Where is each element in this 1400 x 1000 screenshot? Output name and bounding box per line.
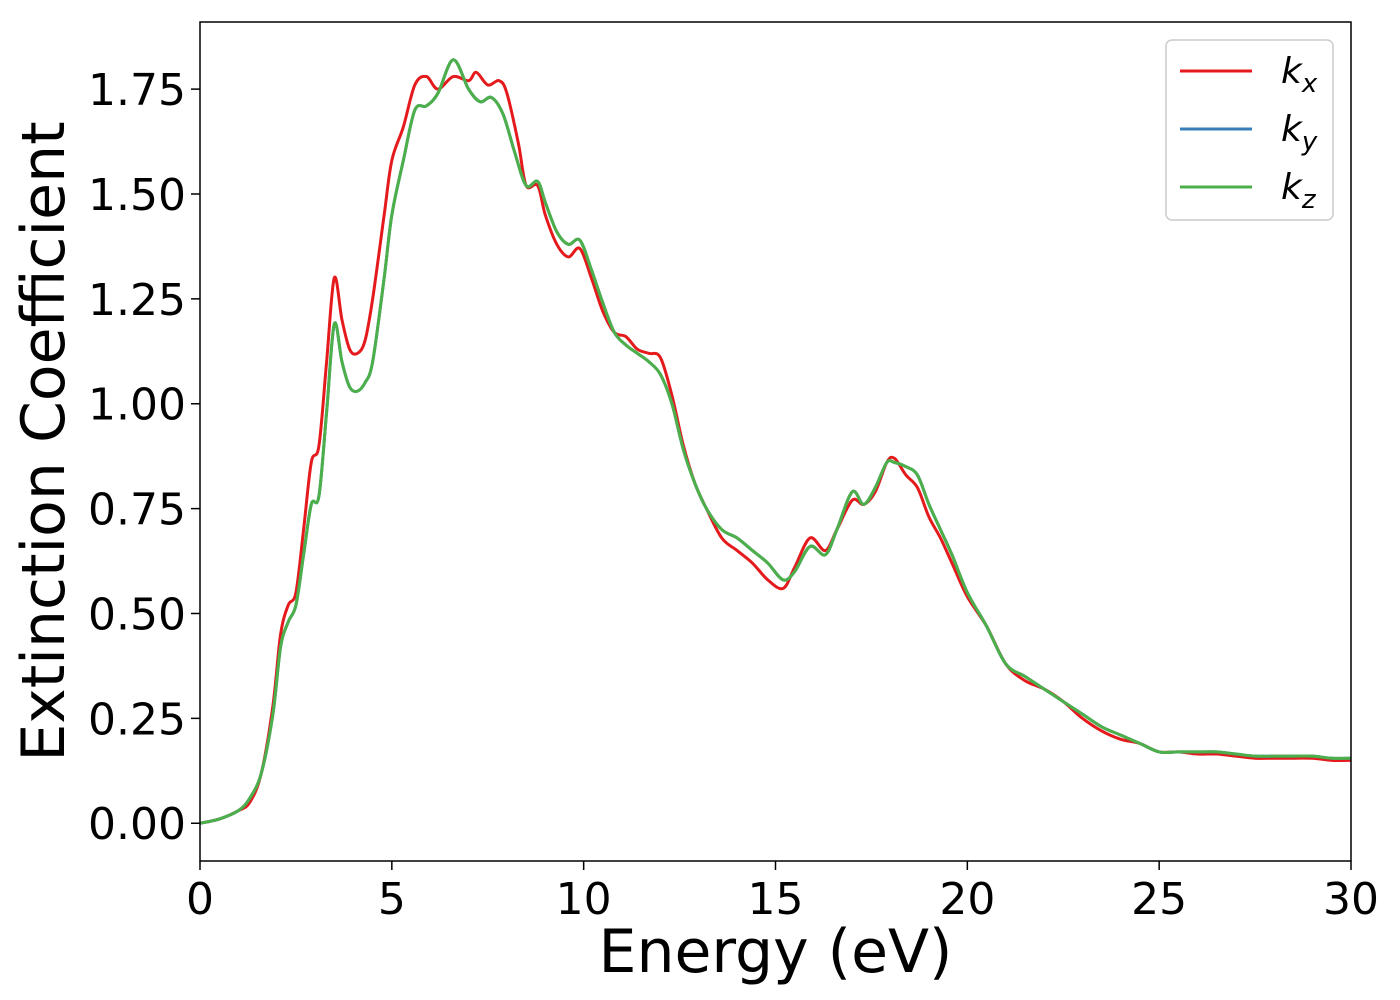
y-tick-label: 1.50 — [88, 170, 186, 221]
y-tick-label: 1.75 — [88, 65, 186, 116]
y-tick-label: 0.50 — [88, 589, 186, 640]
x-tick-label: 5 — [378, 874, 406, 925]
x-axis-label: Energy (eV) — [599, 917, 953, 987]
legend: kx ky kz — [1165, 39, 1334, 221]
x-tick-label: 25 — [1131, 874, 1187, 925]
y-tick-label: 1.25 — [88, 275, 186, 326]
x-tick-label: 30 — [1323, 874, 1379, 925]
legend-label-z: kz — [1281, 167, 1317, 215]
x-tick-label: 15 — [748, 874, 804, 925]
series-layer — [200, 58, 1351, 825]
y-tick-label: 0.00 — [88, 799, 186, 850]
y-tick-label: 1.00 — [88, 380, 186, 431]
series-line-k-z — [200, 58, 1351, 825]
x-tick-label: 20 — [939, 874, 995, 925]
y-tick-label: 0.75 — [88, 485, 186, 536]
y-axis-ticks: 0.00 0.25 0.50 0.75 1.00 1.25 1.50 1.75 — [88, 65, 200, 850]
x-tick-label: 10 — [556, 874, 612, 925]
x-tick-label: 0 — [186, 874, 214, 925]
y-axis-label: Extinction Coefficient — [9, 121, 79, 761]
legend-label-x: kx — [1281, 51, 1318, 99]
y-tick-label: 0.25 — [88, 694, 186, 745]
x-axis-ticks: 0 5 10 15 20 25 30 — [186, 861, 1379, 925]
legend-label-y: ky — [1281, 109, 1318, 157]
